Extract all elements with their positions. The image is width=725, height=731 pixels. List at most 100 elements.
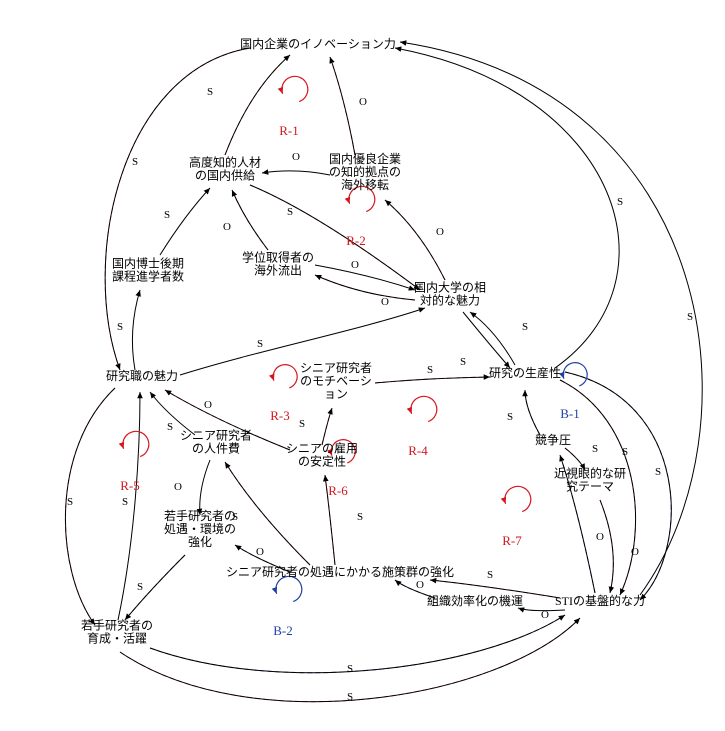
loop-label: R-3 (270, 408, 290, 423)
edge-n7-n4: S (117, 290, 140, 370)
loop-B-2: B-2 (273, 576, 302, 638)
edge-polarity: O (436, 226, 444, 238)
edge-polarity: S (460, 356, 466, 368)
node-n10: シニア研究者の人件費 (180, 428, 252, 456)
edge-polarity: O (292, 151, 300, 163)
node-n17: STIの基盤的な力 (555, 593, 645, 608)
edge-n8-n9: S (375, 364, 490, 383)
node-label: シニア研究者のモチベーション (300, 360, 372, 401)
edge-n18-n17: S (120, 618, 580, 703)
loop-label: B-1 (560, 406, 580, 421)
edge-polarity: S (164, 209, 170, 221)
edge-polarity: S (67, 496, 73, 508)
loop-label: R-2 (346, 233, 366, 248)
node-n9: 研究の生産性 (489, 365, 561, 380)
node-n13: 近視眼的な研究テーマ (554, 466, 626, 494)
node-label: シニア研究者の処遇にかかる施策群の強化 (226, 564, 454, 579)
loop-label: B-2 (273, 623, 293, 638)
edge-polarity: O (541, 609, 549, 621)
edge-polarity: S (122, 496, 128, 508)
edge-polarity: S (132, 156, 138, 168)
node-label: STIの基盤的な力 (555, 593, 645, 608)
node-n7: 研究職の魅力 (106, 368, 178, 383)
edge-polarity: O (416, 579, 424, 591)
loop-B-1: B-1 (560, 363, 587, 421)
edge-n9-n6: S (470, 312, 528, 365)
nodes-layer: 国内企業のイノベーション力高度知的人材の国内供給 国内優良企業の知的拠点の海外移転… (81, 36, 645, 646)
edge-n14-n18: S (125, 555, 185, 620)
node-n11: シニアの雇用の安定性 (286, 441, 358, 469)
edge-polarity: O (631, 546, 639, 558)
edge-n6-n3: O (385, 200, 445, 280)
causal-loop-diagram: SOSOSOOOSSOSSSSSSSOOSSSSSSSOOOSSOSSOSS R… (0, 0, 725, 731)
node-n4: 国内博士後期課程進学者数 (112, 256, 184, 284)
edge-polarity: S (347, 663, 353, 675)
edge-n7-n18: S (65, 388, 115, 625)
edge-polarity: S (287, 206, 293, 218)
edge-polarity: O (223, 221, 231, 233)
node-n12: 競争圧 (535, 432, 571, 447)
edge-n11-n8: S (299, 408, 332, 445)
edge-polarity: S (257, 338, 263, 350)
node-n16: 組織効率化の機運 (427, 593, 523, 608)
edge-polarity: O (381, 296, 389, 308)
edge-polarity: S (522, 321, 528, 333)
edge-n9-n1: S (395, 48, 623, 368)
edge-polarity: O (351, 259, 359, 271)
edge-n15-n10: S (225, 462, 310, 565)
edge-n3-n1: O (330, 57, 367, 155)
node-label: シニア研究者の人件費 (180, 428, 252, 456)
loop-label: R-4 (408, 443, 428, 458)
loop-R-3: R-3 (270, 365, 297, 423)
edge-polarity: S (617, 196, 623, 208)
node-label: 国内大学の相対的な魅力 (414, 280, 486, 308)
node-label: 組織効率化の機運 (427, 593, 523, 608)
edge-n1-n7: S (105, 48, 250, 370)
edge-n17-n1: S (400, 42, 702, 595)
node-label: 若手研究者の処遇・環境の強化 (164, 508, 236, 549)
loop-label: R-1 (279, 123, 299, 138)
node-label: 研究職の魅力 (106, 368, 178, 383)
edge-polarity: O (359, 96, 367, 108)
edge-polarity: S (507, 411, 513, 423)
loop-label: R-5 (120, 478, 140, 493)
loop-label: R-7 (502, 533, 522, 548)
node-label: 高度知的人材の国内供給 (189, 155, 261, 183)
edge-n10-n14: O (174, 460, 210, 515)
edge-n2-n1: S (207, 55, 290, 155)
edge-polarity: S (687, 311, 693, 323)
edge-polarity: S (622, 446, 628, 458)
node-n1: 国内企業のイノベーション力 (240, 36, 396, 51)
edge-polarity: S (207, 86, 213, 98)
loop-label: R-6 (328, 483, 348, 498)
loop-R-5: R-5 (120, 431, 149, 493)
edge-polarity: S (592, 443, 598, 455)
node-label: 国内優良企業の知的拠点の海外移転 (329, 151, 401, 192)
loop-R-4: R-4 (408, 396, 437, 458)
edge-polarity: O (174, 481, 182, 493)
edge-polarity: S (427, 364, 433, 376)
node-label: 若手研究者の育成・活躍 (81, 618, 153, 646)
node-n2: 高度知的人材の国内供給 (189, 155, 261, 183)
edge-polarity: S (117, 321, 123, 333)
node-label: 国内博士後期課程進学者数 (112, 256, 184, 284)
edge-polarity: S (655, 466, 661, 478)
node-n5: 学位取得者の海外流出 (242, 250, 314, 278)
edge-polarity: O (256, 546, 264, 558)
edge-polarity: O (204, 399, 212, 411)
node-n14: 若手研究者の処遇・環境の強化 (164, 508, 236, 549)
node-n3: 国内優良企業の知的拠点の海外移転 (329, 151, 401, 192)
edge-polarity: S (167, 421, 173, 433)
edge-polarity: S (299, 418, 305, 430)
edge-n3-n2: O (262, 151, 330, 175)
edge-n6-n9: S (460, 312, 510, 368)
node-label: 競争圧 (535, 432, 571, 447)
node-label: 国内企業のイノベーション力 (240, 36, 396, 51)
edge-n6-n5: O (315, 275, 415, 308)
node-label: 研究の生産性 (489, 365, 561, 380)
edge-polarity: S (347, 691, 353, 703)
loop-R-1: R-1 (279, 76, 308, 138)
edge-n13-n17: O (600, 500, 639, 593)
edge-polarity: S (357, 511, 363, 523)
edge-polarity: O (596, 531, 604, 543)
